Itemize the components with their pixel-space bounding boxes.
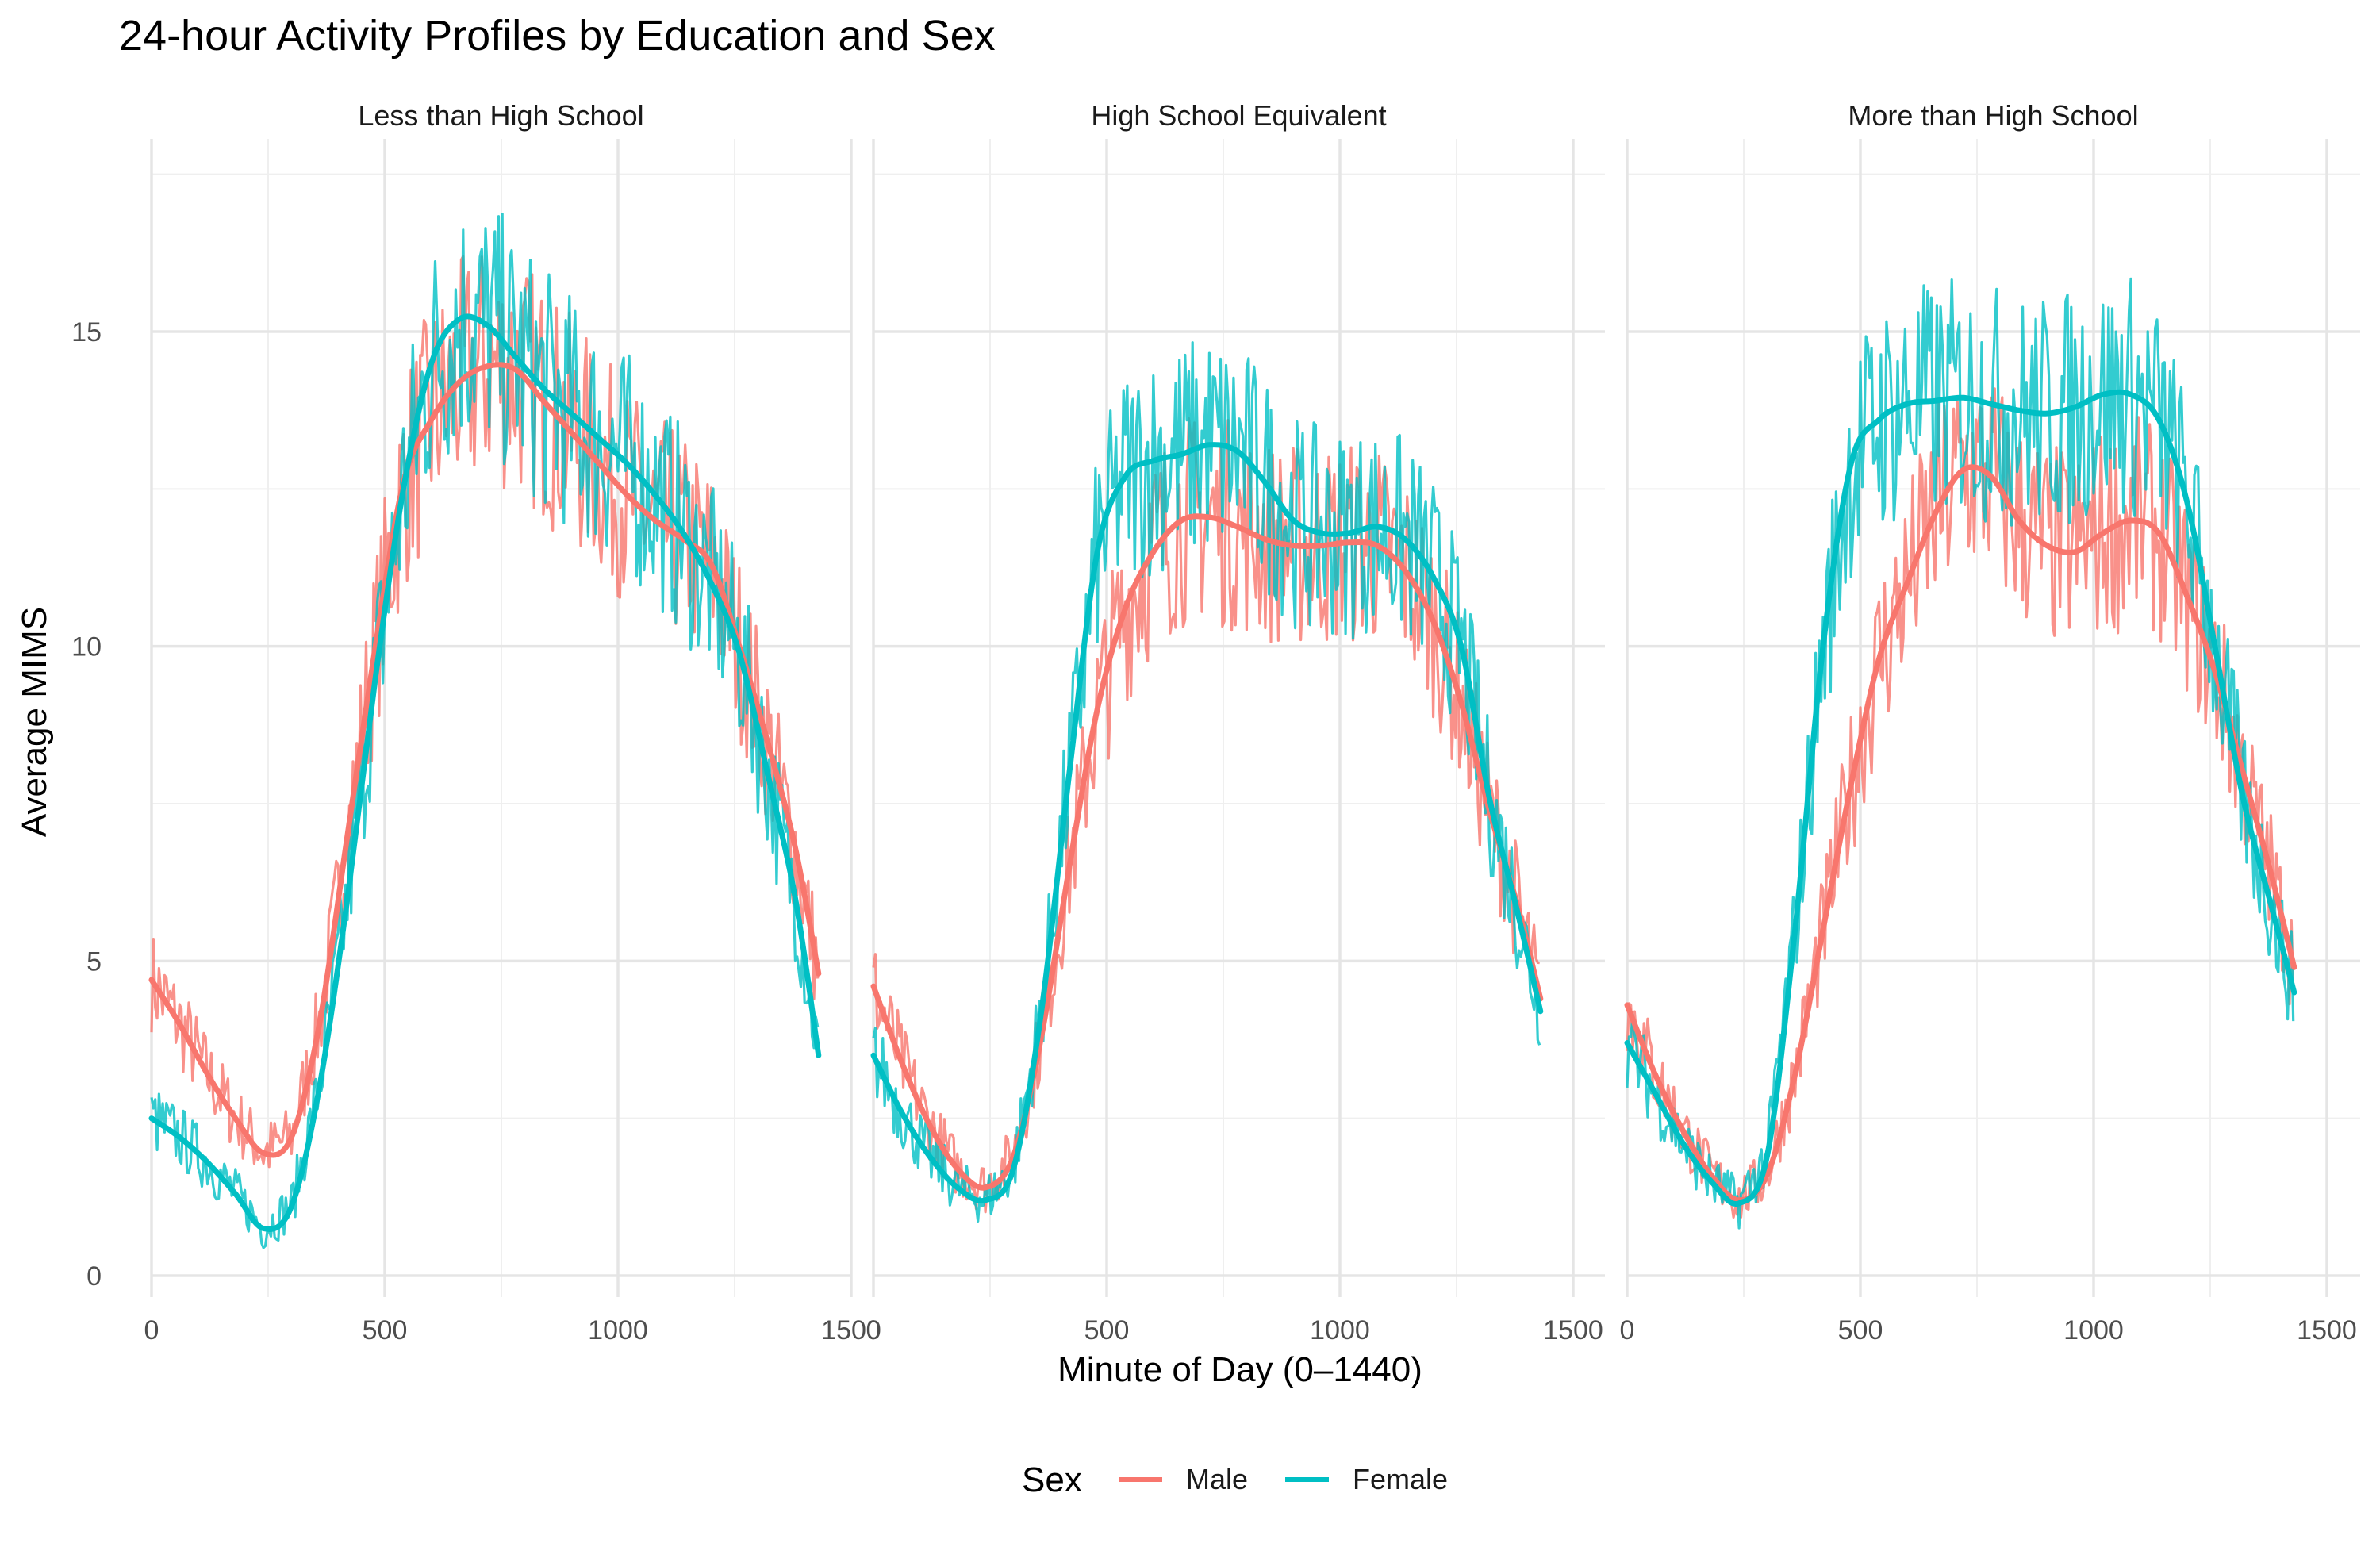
smooth-line-female-p3: [1624, 389, 2297, 1207]
facet-strip-label-p1: Less than High School: [358, 99, 643, 132]
x-tick-label-p3-500: 500: [1838, 1315, 1883, 1345]
y-tick-label-0: 0: [86, 1261, 102, 1292]
facet-strip-label-p3: More than High School: [1848, 99, 2138, 132]
x-axis-title: Minute of Day (0–1440): [1058, 1350, 1422, 1389]
legend-title: Sex: [1022, 1461, 1082, 1499]
x-tick-label-p1-1000: 1000: [588, 1315, 648, 1345]
raw-line-female-p2: [872, 341, 1541, 1223]
x-tick-label-p3-0: 0: [1620, 1315, 1635, 1345]
x-tick-label-p1-500: 500: [363, 1315, 408, 1345]
x-tick-label-p1-1500: 1500: [821, 1315, 881, 1345]
x-tick-label-p2-1500: 1500: [1543, 1315, 1603, 1345]
legend: Sex Male Female: [1022, 1461, 1448, 1499]
y-axis-title: Average MIMS: [15, 607, 54, 837]
facet-strip-label-p2: High School Equivalent: [1091, 99, 1386, 132]
smooth-line-male-p1: [148, 362, 822, 1158]
x-tick-label-p1-0: 0: [144, 1315, 159, 1345]
smooth-line-female-p1: [148, 313, 822, 1232]
y-tick-label-5: 5: [86, 946, 102, 977]
chart-title: 24-hour Activity Profiles by Education a…: [119, 12, 996, 60]
y-tick-label-15: 15: [71, 317, 102, 347]
x-tick-label-p2-500: 500: [1084, 1315, 1130, 1345]
facet-panel-3: More than High School 0 500 1000 1500: [1620, 99, 2360, 1345]
y-axis: 0 5 10 15: [71, 317, 102, 1292]
x-tick-label-p3-1500: 1500: [2297, 1315, 2357, 1345]
x-tick-label-p3-1000: 1000: [2063, 1315, 2124, 1345]
facet-panel-1: Less than High School 0 500 1000 1500: [144, 99, 881, 1345]
legend-label-female: Female: [1353, 1463, 1448, 1495]
facet-panel-2: High School Equivalent 0 500 1000 1500: [866, 99, 1605, 1345]
smooth-line-male-p2: [870, 513, 1544, 1191]
legend-label-male: Male: [1186, 1463, 1248, 1495]
x-tick-label-p2-0: 0: [866, 1315, 881, 1345]
raw-line-male-p1: [150, 255, 820, 1169]
raw-line-female-p1: [150, 213, 820, 1250]
smooth-line-female-p2: [870, 442, 1544, 1204]
x-tick-label-p2-1000: 1000: [1310, 1315, 1370, 1345]
y-tick-label-10: 10: [71, 632, 102, 662]
raw-line-female-p3: [1626, 277, 2295, 1230]
